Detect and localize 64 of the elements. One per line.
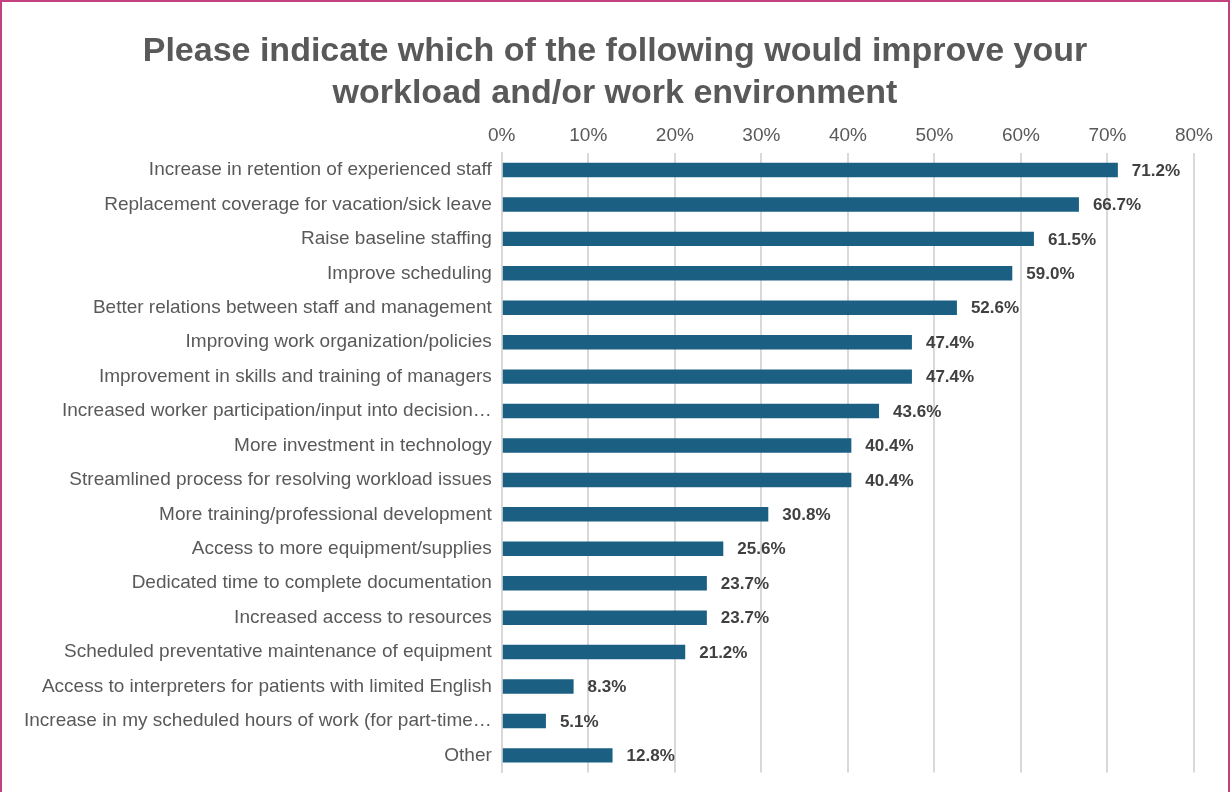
bar	[502, 644, 686, 660]
x-tick-label: 50%	[915, 123, 954, 145]
x-tick-label: 0%	[488, 123, 516, 145]
data-label: 43.6%	[893, 401, 942, 421]
y-tick-label: Other	[444, 743, 493, 765]
y-tick-label: Access to more equipment/supplies	[191, 537, 492, 559]
bar	[502, 507, 769, 522]
data-label: 47.4%	[925, 367, 975, 387]
bar	[502, 541, 724, 557]
bar	[502, 610, 707, 625]
bar	[502, 575, 707, 591]
y-tick-label: Increase in my scheduled hours of work (for part-time…	[23, 709, 492, 731]
y-tick-label: Increase in retention of experienced staff	[148, 158, 493, 180]
data-label: 5.1%	[559, 711, 599, 731]
data-label: 40.4%	[865, 436, 914, 456]
x-tick-label: 30%	[742, 123, 781, 145]
data-label: 61.5%	[1047, 229, 1097, 249]
y-tick-label: Better relations between staff and management	[92, 295, 493, 317]
data-label: 47.4%	[925, 332, 975, 352]
data-label: 30.8%	[782, 505, 831, 525]
x-tick-label: 60%	[1001, 123, 1041, 145]
x-tick-label: 20%	[655, 123, 694, 145]
bar	[502, 369, 912, 384]
data-label: 40.4%	[865, 470, 914, 490]
x-tick-label: 10%	[569, 123, 608, 145]
bar	[502, 197, 1079, 212]
y-tick-label: Scheduled preventative maintenance of equipment	[63, 640, 493, 662]
bar	[502, 713, 546, 729]
bar	[502, 231, 1034, 247]
bar	[502, 403, 880, 419]
x-tick-label: 70%	[1088, 123, 1127, 145]
y-tick-label: Streamlined process for resolving workload issues	[69, 468, 492, 490]
bar	[502, 472, 852, 488]
chart-title: Please indicate which of the following would improve your workload and/or work environment	[141, 29, 1089, 112]
y-tick-label: More training/professional development	[159, 502, 493, 524]
y-tick-label: Dedicated time to complete documentation	[131, 571, 492, 593]
data-label: 66.7%	[1092, 195, 1142, 215]
data-label: 71.2%	[1131, 160, 1181, 180]
data-label: 25.6%	[737, 539, 786, 559]
data-label: 21.2%	[699, 642, 748, 662]
bar	[502, 334, 912, 350]
data-label: 8.3%	[587, 677, 627, 697]
bar	[502, 300, 957, 315]
bar	[502, 162, 1118, 178]
data-label: 12.8%	[626, 746, 675, 766]
y-tick-label: Access to interpreters for patients with limited English	[41, 674, 492, 696]
x-tick-label: 80%	[1174, 123, 1214, 145]
data-label: 59.0%	[1026, 264, 1075, 283]
bar	[502, 266, 1013, 281]
y-tick-label: Improvement in skills and training of managers	[98, 364, 492, 386]
y-tick-label: Improving work organization/policies	[185, 330, 492, 352]
x-tick-label: 40%	[828, 123, 868, 145]
y-tick-label: Increased worker participation/input into decision…	[61, 399, 492, 421]
y-tick-label: Replacement coverage for vacation/sick leave	[104, 192, 492, 214]
bar	[502, 679, 574, 694]
y-tick-label: Increased access to resources	[234, 605, 492, 627]
bar	[502, 438, 852, 453]
data-label: 23.7%	[720, 608, 770, 628]
bar	[502, 748, 613, 763]
data-label: 52.6%	[970, 298, 1020, 318]
y-tick-label: Improve scheduling	[327, 261, 492, 283]
y-tick-label: Raise baseline staffing	[300, 227, 492, 249]
y-tick-label: More investment in technology	[234, 433, 493, 455]
data-label: 23.7%	[720, 573, 770, 593]
